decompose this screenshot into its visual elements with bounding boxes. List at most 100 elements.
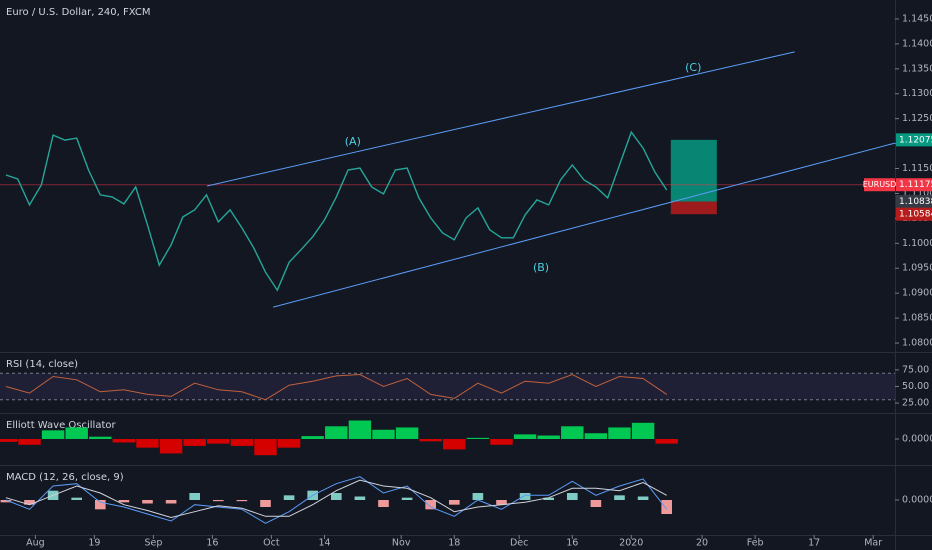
oscillator-bar	[41, 430, 65, 439]
last-price-label: 1.11175	[899, 180, 932, 190]
x-tick-label: Aug	[26, 538, 45, 549]
y-tick-label: 1.11000	[902, 188, 932, 199]
target-label-box	[896, 133, 932, 147]
entry-label-box	[896, 195, 932, 209]
x-tick-label: Nov	[392, 538, 411, 549]
y-tick-label: 0.00000	[902, 434, 932, 445]
y-tick-label: 1.14000	[902, 38, 932, 49]
x-tick-label: 19	[88, 538, 100, 549]
oscillator-bar	[513, 434, 537, 439]
oscillator-bar	[443, 439, 466, 450]
channel-line	[273, 142, 896, 308]
oscillator-bar	[584, 433, 608, 439]
oscillator-bar	[608, 427, 631, 439]
oscillator-bar	[207, 439, 230, 444]
macd-histogram-bar	[448, 500, 460, 505]
macd-histogram-bar	[378, 500, 389, 507]
macd-line	[5, 479, 667, 519]
y-tick-label: 25.00	[902, 398, 929, 409]
channel-line	[206, 51, 795, 187]
x-tick-label: 20	[696, 538, 708, 549]
pane-title: MACD (12, 26, close, 9)	[6, 472, 124, 483]
macd-histogram-bar	[118, 500, 130, 503]
oscillator-bar	[0, 439, 18, 442]
y-tick-label: 1.13000	[902, 88, 932, 99]
target-zone	[670, 139, 717, 202]
macd-histogram-bar	[637, 496, 649, 500]
rsi-band	[0, 373, 895, 400]
oscillator-bar	[89, 436, 112, 439]
wave-label: (C)	[685, 61, 701, 74]
oscillator-bar	[537, 435, 560, 439]
oscillator-bar	[490, 439, 513, 445]
price-line	[5, 130, 668, 292]
wave-label: (A)	[345, 135, 361, 148]
y-tick-label: 1.11500	[902, 163, 932, 174]
y-tick-label: 1.08500	[902, 313, 932, 324]
symbol-label: EURUSD	[863, 180, 897, 189]
x-tick-label: 17	[808, 538, 820, 549]
macd-histogram-bar	[189, 493, 201, 500]
oscillator-bar	[159, 439, 183, 454]
macd-histogram-bar	[661, 500, 672, 514]
macd-histogram-bar	[472, 493, 484, 500]
macd-histogram-bar	[590, 500, 602, 507]
x-tick-label: Dec	[510, 538, 528, 549]
macd-histogram-bar	[519, 493, 531, 500]
pane-title: Elliott Wave Oscillator	[6, 420, 116, 431]
x-tick-label: 16	[566, 538, 578, 549]
macd-histogram-bar	[260, 500, 271, 507]
y-tick-label: 1.12500	[902, 113, 932, 124]
x-tick-label: 16	[206, 538, 218, 549]
x-tick-label: Feb	[747, 538, 764, 549]
stop-zone	[670, 201, 717, 215]
y-tick-label: 1.09500	[902, 263, 932, 274]
macd-histogram-bar	[142, 500, 153, 504]
macd-histogram-bar	[496, 500, 507, 505]
oscillator-bar	[230, 439, 254, 446]
oscillator-bar	[631, 422, 655, 439]
macd-line	[5, 476, 668, 524]
macd-histogram-bar	[212, 500, 224, 502]
y-tick-label: 0.00000	[902, 495, 932, 506]
y-tick-label: 1.09000	[902, 288, 932, 299]
oscillator-bar	[419, 439, 442, 442]
y-tick-label: 1.14500	[902, 13, 932, 24]
oscillator-bar	[372, 429, 395, 439]
x-tick-label: Sep	[144, 538, 162, 549]
y-tick-label: 1.13500	[902, 63, 932, 74]
macd-histogram-bar	[566, 493, 578, 500]
y-tick-label: 1.10000	[902, 238, 932, 249]
macd-histogram-bar	[425, 500, 436, 510]
oscillator-bar	[561, 426, 584, 439]
oscillator-bar	[254, 439, 277, 456]
oscillator-bar	[136, 439, 159, 448]
symbol-box	[864, 178, 895, 192]
macd-histogram-bar	[354, 496, 366, 500]
y-tick-label: 75.00	[902, 364, 929, 375]
pane-title: Euro / U.S. Dollar, 240, FXCM	[6, 7, 151, 18]
oscillator-bar	[348, 420, 372, 439]
oscillator-bar	[466, 437, 490, 439]
macd-histogram-bar	[236, 500, 248, 502]
macd-histogram-bar	[165, 500, 177, 504]
target-label: 1.12075	[899, 135, 932, 145]
last-price-label-box	[896, 178, 932, 192]
x-tick-label: 14	[318, 538, 330, 549]
macd-histogram-bar	[0, 500, 12, 503]
oscillator-bar	[65, 427, 88, 439]
macd-histogram-bar	[543, 497, 554, 500]
oscillator-bar	[18, 439, 41, 445]
macd-histogram-bar	[401, 497, 413, 500]
macd-histogram-bar	[614, 495, 625, 500]
oscillator-bar	[325, 426, 348, 439]
oscillator-bar	[277, 439, 301, 448]
stop-label-box	[896, 207, 932, 221]
wave-label: (B)	[533, 261, 549, 274]
pane-title: RSI (14, close)	[6, 359, 78, 370]
macd-histogram-bar	[71, 497, 83, 500]
macd-histogram-bar	[330, 493, 342, 500]
